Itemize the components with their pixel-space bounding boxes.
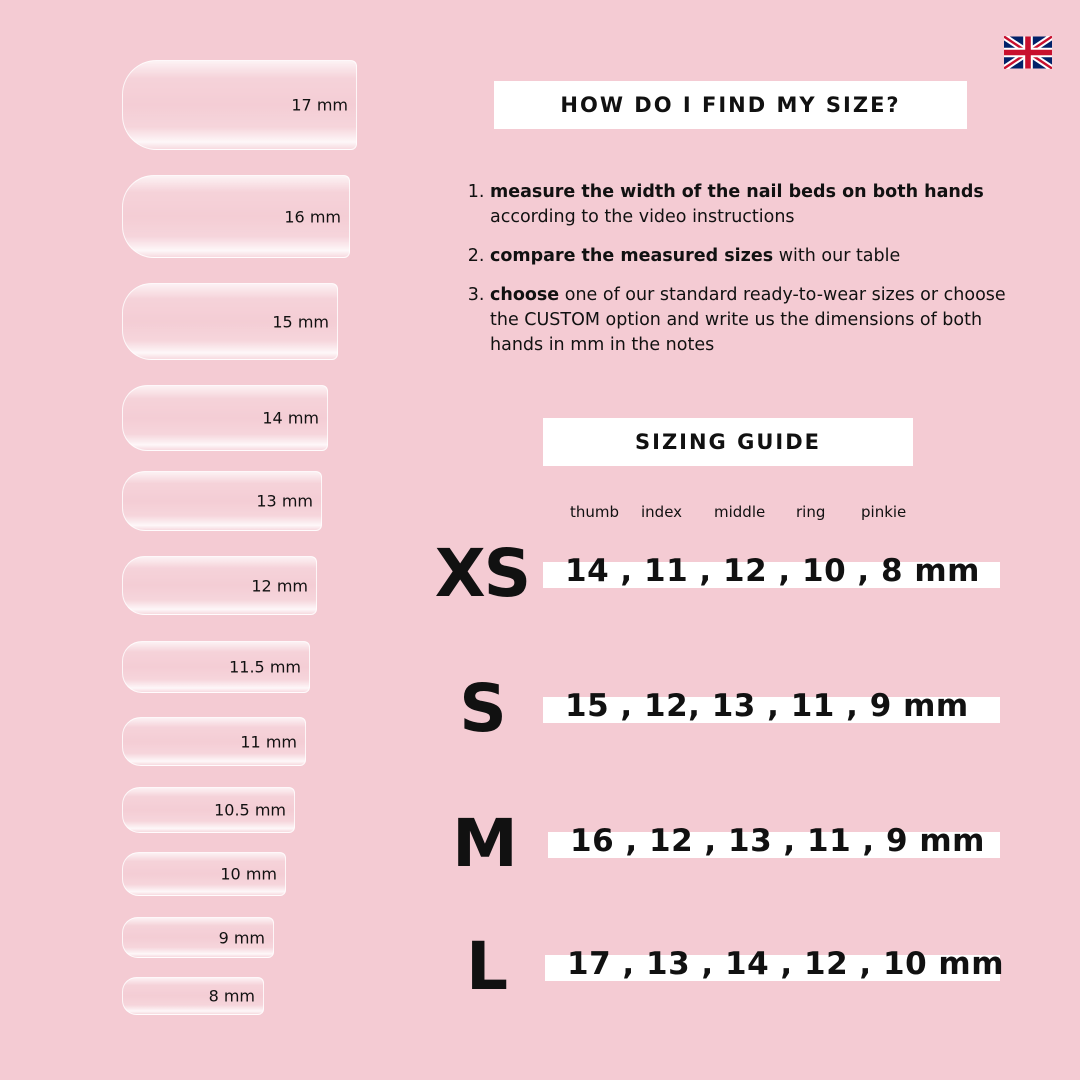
size-label-l: L xyxy=(465,928,508,1005)
nail-size-label: 11.5 mm xyxy=(229,657,301,677)
nail-size-label: 11 mm xyxy=(240,732,297,751)
size-label-s: S xyxy=(459,670,507,747)
nail-tip: 9 mm xyxy=(122,917,274,958)
nail-size-label: 8 mm xyxy=(208,986,255,1006)
size-values: 17 , 13 , 14 , 12 , 10 mm xyxy=(567,946,1005,982)
nail-tip: 11.5 mm xyxy=(122,641,310,693)
nail-size-label: 10 mm xyxy=(220,864,277,884)
nail-tip: 16 mm xyxy=(122,175,350,258)
nail-size-label: 10.5 mm xyxy=(214,800,286,820)
size-label-xs: XS xyxy=(434,535,531,612)
nail-size-label: 13 mm xyxy=(256,491,313,511)
nail-tip: 15 mm xyxy=(122,283,338,360)
uk-flag-icon xyxy=(1004,36,1052,69)
nail-size-label: 15 mm xyxy=(272,312,329,331)
finger-ring: ring xyxy=(796,503,826,521)
nail-tip: 11 mm xyxy=(122,717,306,766)
step-3: choose one of our standard ready-to-wear… xyxy=(490,283,1006,358)
finger-middle: middle xyxy=(714,503,766,521)
size-values: 16 , 12 , 13 , 11 , 9 mm xyxy=(570,823,985,859)
instructions-list: measure the width of the nail beds on bo… xyxy=(466,180,1006,372)
size-label-m: M xyxy=(452,805,518,882)
size-row-s: 15 , 12, 13 , 11 , 9 mm xyxy=(543,688,1000,724)
size-values: 14 , 11 , 12 , 10 , 8 mm xyxy=(565,553,980,589)
nail-tip: 17 mm xyxy=(122,60,357,150)
nail-size-label: 14 mm xyxy=(262,408,319,428)
finger-index: index xyxy=(641,503,683,521)
nail-tip: 10.5 mm xyxy=(122,787,295,833)
nail-tip: 8 mm xyxy=(122,977,264,1015)
nail-size-label: 16 mm xyxy=(284,207,341,226)
nail-size-label: 12 mm xyxy=(251,576,308,595)
step-2: compare the measured sizes with our tabl… xyxy=(490,244,1006,269)
nail-size-label: 17 mm xyxy=(291,95,348,115)
sizing-guide-title: SIZING GUIDE xyxy=(543,418,913,466)
finger-thumb: thumb xyxy=(570,503,620,521)
nail-size-label: 9 mm xyxy=(218,928,265,947)
size-row-l: 17 , 13 , 14 , 12 , 10 mm xyxy=(545,946,1004,982)
finger-pinkie: pinkie xyxy=(861,503,907,521)
step-1: measure the width of the nail beds on bo… xyxy=(490,180,1006,230)
how-title: HOW DO I FIND MY SIZE? xyxy=(494,81,967,129)
nail-tip: 12 mm xyxy=(122,556,317,615)
size-row-xs: 14 , 11 , 12 , 10 , 8 mm xyxy=(543,553,1000,589)
size-row-m: 16 , 12 , 13 , 11 , 9 mm xyxy=(548,823,1000,859)
nail-tip: 14 mm xyxy=(122,385,328,451)
nail-tip: 13 mm xyxy=(122,471,322,531)
size-values: 15 , 12, 13 , 11 , 9 mm xyxy=(565,688,969,724)
nail-tip: 10 mm xyxy=(122,852,286,896)
